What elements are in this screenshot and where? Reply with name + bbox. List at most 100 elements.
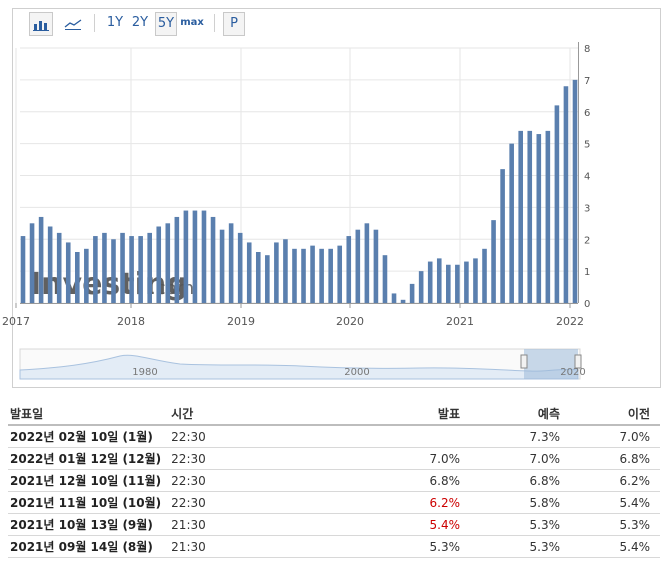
- range-1y-button[interactable]: 1Y: [106, 15, 124, 30]
- bar[interactable]: [491, 220, 496, 304]
- bar[interactable]: [373, 229, 379, 303]
- bar[interactable]: [120, 232, 125, 304]
- range-5y-button[interactable]: 5Y: [155, 12, 177, 36]
- bar[interactable]: [65, 242, 71, 303]
- bar[interactable]: [391, 293, 397, 303]
- navigator-left-handle[interactable]: [520, 354, 528, 369]
- bar[interactable]: [473, 258, 478, 304]
- bar[interactable]: [554, 105, 560, 304]
- bar[interactable]: [219, 229, 225, 303]
- toolbar-divider: [214, 14, 215, 32]
- bar[interactable]: [38, 216, 44, 303]
- bar[interactable]: [84, 248, 89, 303]
- header-time[interactable]: 시간: [171, 402, 360, 426]
- bar[interactable]: [237, 232, 243, 304]
- bar[interactable]: [283, 239, 288, 303]
- line-chart-button[interactable]: [62, 12, 84, 34]
- bar[interactable]: [563, 86, 569, 303]
- navigator-selection[interactable]: [524, 349, 578, 379]
- bar[interactable]: [165, 223, 171, 303]
- bar[interactable]: [455, 264, 460, 303]
- y-tick-label: 2: [584, 235, 590, 246]
- bar[interactable]: [56, 232, 62, 304]
- bar[interactable]: [255, 252, 261, 303]
- bar[interactable]: [147, 232, 152, 304]
- bar[interactable]: [436, 258, 442, 304]
- bar[interactable]: [400, 299, 406, 303]
- p-button[interactable]: P: [223, 12, 245, 36]
- table-row: 2021년 11월 10일 (10월) 22:30 6.2% 5.8% 5.4%: [8, 491, 660, 514]
- bar[interactable]: [93, 236, 98, 303]
- bar[interactable]: [572, 79, 578, 304]
- range-2y-button[interactable]: 2Y: [131, 15, 149, 30]
- y-tick-label: 7: [584, 76, 590, 87]
- bar[interactable]: [464, 261, 469, 303]
- cell-time: 21:30: [171, 513, 360, 536]
- cell-release-date: 2021년 10월 13일 (9월): [8, 513, 172, 536]
- bar[interactable]: [337, 245, 343, 304]
- bar-chart: Investing .com 0 1 2 3 4 5 6 7 8 2017 2018 2019 2020…: [2, 42, 590, 328]
- chart-navigator[interactable]: 1980 2000 2020: [0, 340, 669, 385]
- bar-chart-button[interactable]: [29, 12, 53, 36]
- toolbar-divider: [94, 14, 95, 32]
- cell-actual: 7.0%: [360, 447, 470, 470]
- bar-chart-icon: [33, 21, 49, 31]
- y-tick-label: 0: [584, 299, 590, 310]
- bar[interactable]: [328, 248, 333, 303]
- bar[interactable]: [129, 236, 134, 303]
- bar[interactable]: [509, 143, 514, 304]
- bar[interactable]: [310, 245, 315, 304]
- bar[interactable]: [29, 223, 35, 303]
- bar[interactable]: [174, 216, 180, 303]
- header-previous[interactable]: 이전: [570, 402, 660, 426]
- y-tick-label: 8: [584, 44, 590, 55]
- cell-time: 22:30: [171, 447, 360, 470]
- table-row: 2021년 12월 10일 (11월) 22:30 6.8% 6.8% 6.2%: [8, 469, 660, 492]
- bar[interactable]: [446, 264, 451, 303]
- bar[interactable]: [265, 255, 270, 303]
- bar[interactable]: [346, 236, 352, 303]
- cell-forecast: 7.3%: [470, 425, 570, 448]
- cell-previous: 5.4%: [570, 491, 660, 514]
- bar[interactable]: [183, 210, 189, 303]
- y-tick-label: 5: [584, 140, 590, 151]
- bar[interactable]: [319, 248, 324, 303]
- bar[interactable]: [500, 169, 505, 304]
- bar[interactable]: [228, 223, 234, 303]
- bar[interactable]: [156, 226, 162, 304]
- header-release-date[interactable]: 발표일: [8, 402, 172, 426]
- header-forecast[interactable]: 예측: [470, 402, 570, 426]
- bar[interactable]: [20, 236, 26, 303]
- cell-previous: 7.0%: [570, 425, 660, 448]
- bar[interactable]: [382, 255, 388, 303]
- cell-forecast: 5.3%: [470, 535, 570, 558]
- bar[interactable]: [102, 232, 107, 304]
- header-actual[interactable]: 발표: [360, 402, 470, 426]
- bar[interactable]: [201, 210, 207, 303]
- bar[interactable]: [274, 242, 279, 303]
- bar[interactable]: [192, 210, 198, 303]
- bar[interactable]: [301, 248, 306, 303]
- bar[interactable]: [138, 236, 143, 303]
- navigator-right-handle[interactable]: [574, 354, 582, 369]
- y-tick-label: 4: [584, 172, 590, 183]
- cell-time: 22:30: [171, 469, 360, 492]
- bar[interactable]: [409, 283, 415, 304]
- bar[interactable]: [427, 261, 433, 303]
- bar[interactable]: [246, 242, 252, 303]
- bar[interactable]: [364, 223, 370, 303]
- bar[interactable]: [210, 216, 216, 303]
- range-max-button[interactable]: max: [180, 17, 204, 28]
- bar[interactable]: [47, 226, 53, 304]
- bar[interactable]: [355, 229, 361, 303]
- bar[interactable]: [418, 271, 424, 304]
- bar[interactable]: [518, 130, 523, 304]
- bar[interactable]: [292, 248, 297, 303]
- bar[interactable]: [75, 252, 80, 303]
- bar[interactable]: [527, 130, 533, 304]
- bar[interactable]: [111, 239, 116, 303]
- bar[interactable]: [545, 130, 551, 304]
- bar[interactable]: [482, 248, 487, 303]
- bar[interactable]: [536, 134, 542, 303]
- table-row: 2022년 02월 10일 (1월) 22:30 7.3% 7.0%: [8, 425, 660, 448]
